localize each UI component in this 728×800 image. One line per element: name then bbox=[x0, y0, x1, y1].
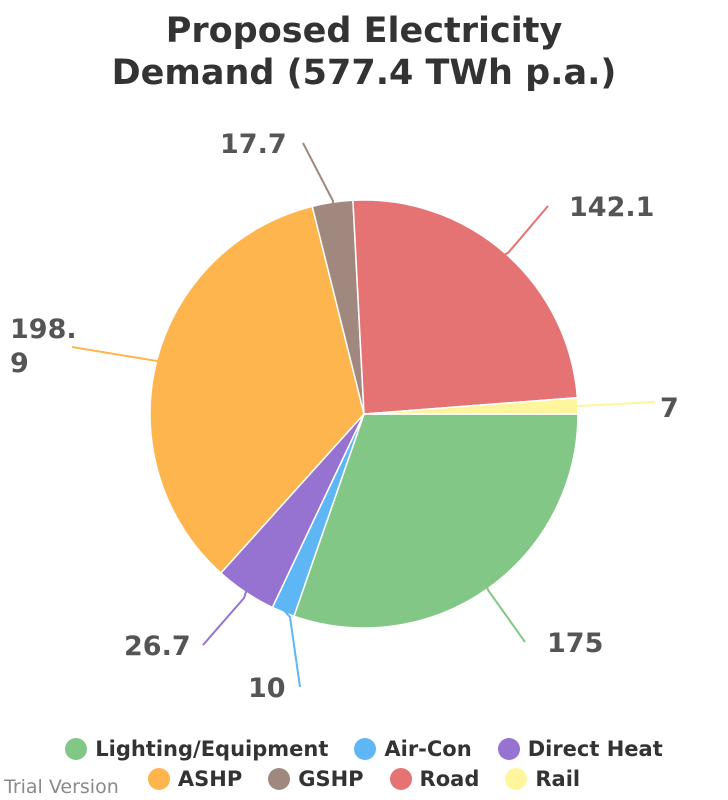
pie-slice-road[interactable] bbox=[352, 199, 579, 415]
legend-marker-direct-heat bbox=[497, 738, 520, 760]
legend-marker-lighting-equipment bbox=[65, 738, 88, 760]
legend-marker-gshp bbox=[268, 768, 291, 790]
connector-ashp bbox=[71, 346, 160, 364]
label-connectors bbox=[71, 142, 656, 688]
chart-title-line-2: Demand (577.4 TWh p.a.) bbox=[111, 53, 617, 93]
legend-label-gshp: GSHP bbox=[298, 767, 364, 791]
legend-marker-ashp bbox=[147, 768, 170, 790]
legend-item-road[interactable]: Road bbox=[389, 767, 480, 791]
legend-row-2: ASHP GSHP Road Rail bbox=[0, 767, 728, 791]
legend-item-ashp[interactable]: ASHP bbox=[147, 767, 243, 791]
data-label-air-con: 10 bbox=[248, 673, 286, 704]
pie-chart: 175 10 26.7 198. 9 17.7 142.1 7 bbox=[10, 129, 679, 704]
legend-item-rail[interactable]: Rail bbox=[505, 767, 580, 791]
legend-label-air-con: Air-Con bbox=[384, 737, 472, 761]
data-label-road: 142.1 bbox=[569, 192, 654, 223]
data-labels: 175 10 26.7 198. 9 17.7 142.1 7 bbox=[10, 129, 679, 704]
connector-road bbox=[503, 205, 549, 256]
data-label-direct-heat: 26.7 bbox=[124, 631, 191, 662]
legend-label-ashp: ASHP bbox=[177, 767, 243, 791]
chart-title-line-1: Proposed Electricity bbox=[165, 11, 563, 51]
legend-label-rail: Rail bbox=[535, 767, 581, 791]
data-label-rail: 7 bbox=[660, 393, 679, 424]
connector-gshp bbox=[302, 142, 335, 205]
legend-label-direct-heat: Direct Heat bbox=[527, 737, 663, 761]
data-label-gshp: 17.7 bbox=[220, 129, 287, 160]
legend-marker-road bbox=[389, 768, 412, 790]
watermark: Trial Version bbox=[4, 776, 119, 798]
data-label-lighting-equipment: 175 bbox=[547, 628, 603, 659]
legend-item-direct-heat[interactable]: Direct Heat bbox=[497, 737, 663, 761]
connector-lighting-equipment bbox=[485, 586, 526, 643]
pie-slice-ashp[interactable] bbox=[149, 205, 365, 575]
legend-row-1: Lighting/Equipment Air-Con Direct Heat bbox=[0, 737, 728, 761]
chart-title: Proposed Electricity Demand (577.4 TWh p… bbox=[0, 10, 728, 94]
legend-marker-air-con bbox=[354, 738, 377, 760]
connector-air-con bbox=[283, 609, 301, 688]
legend-item-gshp[interactable]: GSHP bbox=[268, 767, 364, 791]
connector-rail bbox=[575, 401, 656, 408]
data-label-ashp: 198. 9 bbox=[10, 314, 77, 379]
legend-label-road: Road bbox=[419, 767, 480, 791]
pie-slices bbox=[149, 199, 579, 629]
connector-direct-heat bbox=[202, 590, 248, 646]
legend-item-lighting-equipment[interactable]: Lighting/Equipment bbox=[65, 737, 328, 761]
legend-item-air-con[interactable]: Air-Con bbox=[354, 737, 472, 761]
legend-marker-rail bbox=[505, 768, 528, 790]
legend-label-lighting-equipment: Lighting/Equipment bbox=[95, 737, 329, 761]
